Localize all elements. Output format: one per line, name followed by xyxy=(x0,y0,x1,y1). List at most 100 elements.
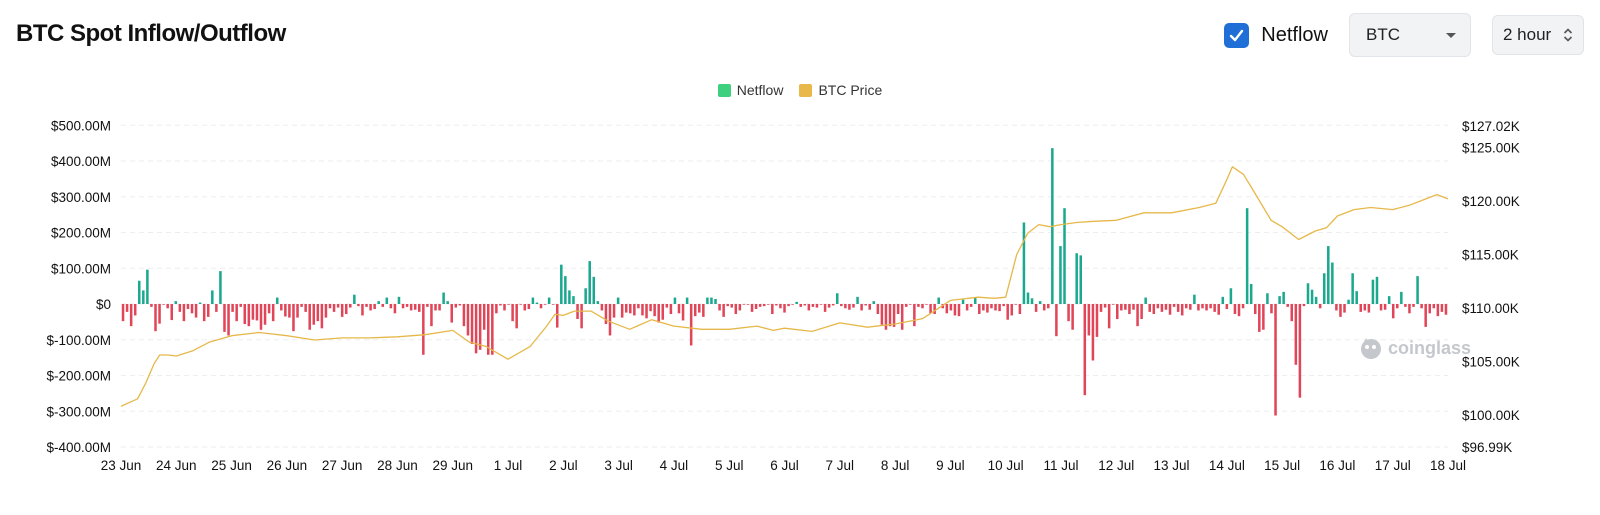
netflow-bar xyxy=(767,304,770,305)
netflow-bar xyxy=(1014,304,1018,305)
netflow-bar xyxy=(198,302,202,304)
netflow-bar xyxy=(689,304,693,346)
netflow-bar xyxy=(1075,253,1078,304)
netflow-bar xyxy=(389,304,393,309)
netflow-bar xyxy=(856,296,859,304)
netflow-bar xyxy=(202,304,206,322)
interval-select[interactable]: 2 hour xyxy=(1492,15,1584,55)
netflow-bar xyxy=(827,304,831,308)
legend-label-netflow: Netflow xyxy=(736,82,784,98)
netflow-bar xyxy=(868,304,871,310)
netflow-bar xyxy=(998,304,1001,312)
netflow-bar xyxy=(1245,208,1249,304)
netflow-bar xyxy=(523,304,527,311)
netflow-bar xyxy=(154,304,157,332)
netflow-bar xyxy=(243,304,247,325)
netflow-bar xyxy=(328,304,332,309)
netflow-bar xyxy=(1026,292,1030,304)
netflow-bar xyxy=(377,301,380,304)
netflow-bar xyxy=(896,304,900,315)
netflow-bar xyxy=(726,304,729,307)
netflow-bar xyxy=(1331,262,1334,304)
coin-select[interactable]: BTC xyxy=(1349,13,1471,57)
netflow-bar xyxy=(892,304,896,327)
netflow-bar xyxy=(373,304,376,309)
y-left-tick-label: $400.00M xyxy=(51,154,111,169)
netflow-bar xyxy=(219,271,222,304)
netflow-bar xyxy=(535,302,539,304)
netflow-bar xyxy=(133,304,137,316)
netflow-bar xyxy=(965,304,969,311)
netflow-bar xyxy=(304,304,307,312)
x-tick-label: 2 Jul xyxy=(549,458,578,473)
netflow-bar xyxy=(138,280,141,304)
netflow-bar xyxy=(746,304,750,305)
netflow-bar xyxy=(1371,279,1375,304)
netflow-bar xyxy=(1197,304,1200,311)
chevron-down-icon xyxy=(1446,32,1456,38)
y-left-tick-label: $0 xyxy=(96,297,111,312)
netflow-bar xyxy=(913,304,916,327)
x-tick-label: 13 Jul xyxy=(1154,458,1190,473)
netflow-bar xyxy=(953,304,957,316)
netflow-bar xyxy=(470,304,474,345)
netflow-bar xyxy=(1400,291,1403,304)
netflow-bar xyxy=(560,264,563,304)
netflow-bar xyxy=(1022,222,1026,304)
netflow-bar xyxy=(316,304,320,322)
netflow-bar xyxy=(1213,304,1216,312)
netflow-bar xyxy=(458,304,462,306)
x-tick-label: 16 Jul xyxy=(1319,458,1355,473)
netflow-bar xyxy=(811,304,815,307)
netflow-bar xyxy=(292,304,295,332)
legend-item-netflow[interactable]: Netflow xyxy=(717,82,784,98)
netflow-bar xyxy=(1286,304,1289,307)
netflow-bar xyxy=(413,304,417,310)
netflow-bar xyxy=(231,304,234,312)
netflow-bar xyxy=(787,304,790,307)
netflow-bar xyxy=(819,304,823,305)
netflow-bar xyxy=(645,304,648,319)
netflow-bar xyxy=(247,304,251,327)
x-tick-label: 10 Jul xyxy=(988,458,1024,473)
y-left-tick-label: $200.00M xyxy=(51,226,111,241)
netflow-bar xyxy=(734,304,738,315)
netflow-bar xyxy=(547,297,551,304)
netflow-bar xyxy=(450,304,453,323)
legend-item-btc-price[interactable]: BTC Price xyxy=(799,82,882,98)
netflow-bar xyxy=(1180,304,1184,316)
netflow-bar xyxy=(937,297,940,304)
netflow-bar xyxy=(1262,304,1265,330)
netflow-bar xyxy=(1404,304,1407,307)
netflow-bar xyxy=(592,276,596,304)
netflow-bar xyxy=(300,304,303,307)
netflow-checkbox[interactable] xyxy=(1224,22,1250,48)
netflow-bar xyxy=(1099,304,1103,312)
watermark-text: coinglass xyxy=(1388,337,1472,358)
netflow-bar xyxy=(1067,304,1070,322)
netflow-bar xyxy=(1079,255,1082,304)
netflow-bar xyxy=(239,304,242,307)
x-tick-label: 5 Jul xyxy=(715,458,744,473)
netflow-bar xyxy=(969,304,973,307)
netflow-bar xyxy=(840,304,843,307)
netflow-bar xyxy=(864,304,867,306)
netflow-bar xyxy=(633,304,636,316)
netflow-bar xyxy=(1241,304,1245,309)
netflow-bar xyxy=(499,304,502,306)
netflow-bar xyxy=(1107,304,1111,329)
netflow-bar xyxy=(263,304,267,325)
netflow-bar xyxy=(714,299,717,304)
netflow-bar xyxy=(978,304,981,315)
x-tick-label: 18 Jul xyxy=(1430,458,1466,473)
netflow-toggle[interactable]: Netflow xyxy=(1224,22,1328,48)
netflow-bar xyxy=(1201,304,1204,309)
netflow-bar xyxy=(235,304,238,322)
netflow-bar xyxy=(206,304,210,317)
netflow-bar xyxy=(487,304,490,355)
netflow-bar xyxy=(121,304,125,322)
netflow-bar xyxy=(446,301,449,304)
y-left-tick-label: $-400.00M xyxy=(46,440,111,455)
netflow-bar xyxy=(973,297,977,304)
netflow-bar xyxy=(442,292,445,304)
